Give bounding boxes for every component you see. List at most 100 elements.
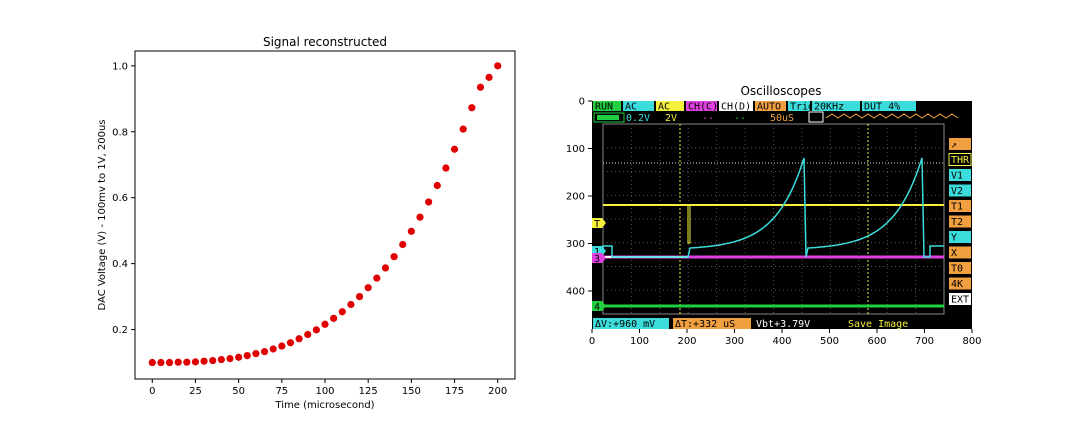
osc-y-axis: 0 100 200 300 400: [566, 97, 592, 298]
data-point: [278, 342, 286, 350]
delta-t: ΔT:+332 uS: [675, 319, 735, 330]
side-button: [949, 138, 971, 150]
side-button: [949, 169, 971, 181]
side-button-label: T1: [951, 202, 963, 213]
data-point: [338, 308, 346, 316]
marker-ch3: [592, 253, 606, 263]
x-tick-label: 150: [402, 386, 421, 397]
side-button-label: 4K: [951, 279, 963, 290]
side-button-label: THR: [951, 155, 970, 166]
ch3-scale: --: [702, 113, 714, 124]
osc-x-tick-label: 300: [725, 336, 744, 347]
data-point: [183, 358, 191, 366]
waveform-overview: [825, 113, 959, 119]
data-point: [381, 264, 390, 272]
side-button-label: Y: [951, 233, 957, 244]
side-button: [949, 246, 971, 259]
data-point: [399, 240, 407, 249]
data-point: [364, 284, 372, 292]
timebase: 50uS: [770, 113, 794, 124]
side-button-label: X: [951, 248, 957, 259]
battery-voltage: Vbt+3.79V: [756, 319, 810, 330]
status-chip: [755, 101, 786, 111]
data-point: [468, 104, 476, 112]
data-point: [209, 356, 217, 365]
data-point: [330, 314, 338, 322]
osc-x-tick-label: 200: [677, 336, 696, 347]
side-button-label: T2: [951, 217, 963, 228]
side-button: [949, 184, 971, 197]
status-chip-label: AC: [625, 102, 637, 113]
ch4-scale: --: [734, 113, 746, 124]
y-tick-label: 0.8: [112, 127, 128, 138]
data-point: [433, 181, 441, 190]
data-point: [260, 348, 269, 356]
x-tick-label: 100: [315, 386, 334, 397]
status-chip: [862, 101, 916, 111]
data-point: [191, 358, 200, 366]
status-bar: RUN AC AC CH(C) CH(D) AUTO Trig 20KHz DUT 4%: [593, 101, 916, 113]
side-button: [949, 200, 971, 212]
x-tick-label: 75: [275, 386, 288, 397]
save-image-button: Save Image: [848, 319, 908, 330]
x-tick-label: 50: [232, 386, 245, 397]
y-tick-label: 0.6: [112, 193, 128, 204]
data-point: [174, 358, 182, 366]
side-button: [949, 293, 971, 305]
data-point: [226, 354, 234, 363]
trace-ch1: [602, 157, 944, 258]
data-point: [243, 351, 251, 360]
data-point: [425, 198, 433, 206]
ch2-scale: 2V: [665, 113, 677, 124]
osc-y-tick-label: 0: [579, 97, 585, 108]
side-button-label: EXT: [951, 295, 969, 306]
data-point: [165, 358, 174, 367]
status-chip-label: Trig: [790, 102, 814, 113]
data-point: [476, 83, 485, 91]
side-button: [949, 277, 971, 290]
data-point: [148, 358, 156, 367]
data-point: [200, 357, 208, 365]
scope-grid: [603, 124, 944, 314]
status-chip-label: 20KHz: [814, 102, 844, 113]
side-button-label: T0: [951, 264, 963, 275]
status-chip-label: CH(C): [688, 102, 718, 113]
osc-x-axis: 0 100 200 300 400 500 600 700 800: [589, 329, 982, 347]
battery-icon: [593, 112, 625, 123]
status-chip: [686, 101, 717, 111]
side-button-label: V1: [951, 171, 963, 182]
bottom-bar: ΔV:+960 mV ΔT:+332 uS Vbt+3.79V Save Ima…: [593, 318, 908, 330]
delta-v: ΔV:+960 mV: [595, 319, 655, 330]
data-point: [390, 253, 398, 261]
osc-x-tick-label: 600: [867, 336, 886, 347]
side-button: [949, 231, 971, 243]
y-tick-label: 0.2: [112, 325, 128, 336]
data-point: [407, 227, 415, 235]
x-axis: 0 25 50 75 100 125 150 175 200: [149, 379, 507, 397]
status-row-2: 0.2V 2V -- -- 50uS: [593, 111, 959, 124]
status-chip-label: AC: [658, 102, 670, 113]
status-chip-label: AUTO: [757, 102, 781, 113]
plot-frame: [134, 50, 516, 380]
marker-trigger: [592, 218, 606, 228]
data-point: [321, 320, 329, 328]
y-axis: 0.2 0.4 0.6 0.8 1.0: [112, 61, 135, 336]
osc-y-tick-label: 100: [566, 144, 585, 155]
status-chip-label: CH(D): [721, 102, 751, 113]
marker-trigger-label: T: [594, 219, 600, 230]
data-point: [235, 353, 243, 361]
osc-title: Oscilloscopes: [740, 84, 821, 98]
x-tick-label: 200: [488, 386, 507, 397]
side-button-label: ↗: [951, 140, 957, 151]
oscilloscope-chart: Oscilloscopes 0 100 200 300 400 500 600 700 800 …: [566, 84, 982, 347]
data-point: [295, 335, 303, 343]
side-button: [949, 262, 971, 274]
trigger-icon: [808, 111, 824, 123]
marker-ch4: [592, 301, 606, 311]
osc-y-tick-label: 400: [566, 287, 585, 298]
data-point: [217, 355, 225, 364]
data-point: [373, 274, 381, 282]
data-point: [459, 125, 467, 133]
marker-ch3-label: 3: [594, 254, 600, 265]
